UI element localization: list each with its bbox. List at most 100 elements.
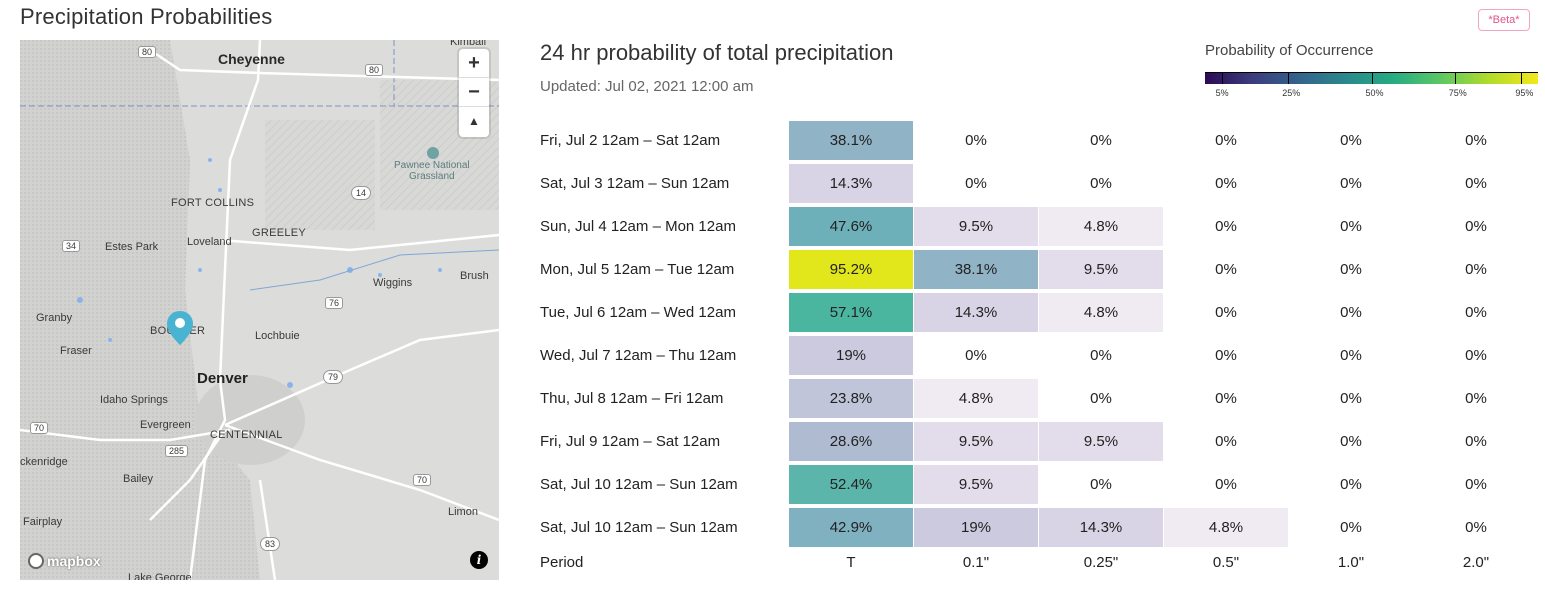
highway-shield-76: 76 [325, 297, 344, 309]
probability-cell: 0% [1465, 304, 1487, 321]
beta-badge: *Beta* [1478, 9, 1530, 31]
probability-cell: 0% [1340, 175, 1362, 192]
highway-shield-80a: 80 [138, 46, 157, 58]
legend-tick-label: 50% [1365, 88, 1384, 98]
probability-cell: 0% [965, 132, 987, 149]
probability-cell: 0% [1465, 390, 1487, 407]
probability-cell: 0% [1090, 347, 1112, 364]
period-label: Sat, Jul 3 12am – Sun 12am [540, 175, 730, 192]
highway-shield-285: 285 [165, 445, 189, 457]
table-row: Sat, Jul 3 12am – Sun 12am 14.3% 0% 0% 0% 0% 0… [540, 164, 1540, 207]
legend-tick-mark [1454, 72, 1456, 84]
highway-shield-34: 34 [62, 240, 81, 252]
highway-shield-70b: 70 [413, 474, 432, 486]
probability-cell: 14.3% [1039, 508, 1163, 547]
probability-cell: 0% [1340, 347, 1362, 364]
compass-icon[interactable]: ▲ [468, 114, 480, 128]
info-icon[interactable]: i [470, 551, 488, 569]
probability-cell: 9.5% [914, 422, 1038, 461]
probability-cell: 4.8% [1039, 293, 1163, 332]
probability-cell: 23.8% [789, 379, 913, 418]
probability-cell: 0% [965, 347, 987, 364]
map-label-denver: Denver [197, 370, 248, 387]
map-label-centennial: CENTENNIAL [210, 429, 283, 441]
updated-timestamp: Updated: Jul 02, 2021 12:00 am [540, 78, 754, 95]
probability-cell: 14.3% [914, 293, 1038, 332]
highway-shield-83: 83 [260, 537, 281, 551]
period-label: Fri, Jul 2 12am – Sat 12am [540, 132, 721, 149]
probability-cell: 28.6% [789, 422, 913, 461]
zoom-out-button[interactable]: − [459, 78, 489, 107]
probability-cell: 19% [789, 336, 913, 375]
map[interactable]: Cheyenne Kimball Pawnee National Grasslan… [20, 40, 499, 580]
map-base [20, 40, 499, 580]
probability-cell: 95.2% [789, 250, 913, 289]
probability-cell: 9.5% [914, 207, 1038, 246]
period-label: Fri, Jul 9 12am – Sat 12am [540, 433, 721, 450]
probability-cell: 0% [965, 175, 987, 192]
highway-shield-70a: 70 [30, 422, 49, 434]
probability-cell: 0% [1465, 132, 1487, 149]
probability-cell: 14.3% [789, 164, 913, 203]
probability-cell: 0% [1090, 390, 1112, 407]
period-label: Sat, Jul 10 12am – Sun 12am [540, 519, 738, 536]
period-label: Sun, Jul 4 12am – Mon 12am [540, 218, 736, 235]
probability-cell: 0% [1340, 132, 1362, 149]
probability-cell: 0% [1215, 175, 1237, 192]
highway-shield-79: 79 [323, 370, 344, 384]
probability-cell: 57.1% [789, 293, 913, 332]
probability-cell: 47.6% [789, 207, 913, 246]
probability-cell: 0% [1340, 261, 1362, 278]
zoom-in-button[interactable]: + [459, 49, 489, 78]
legend-tick-label: 75% [1448, 88, 1467, 98]
table-row: Fri, Jul 9 12am – Sat 12am 28.6% 9.5% 9.5% 0… [540, 422, 1540, 465]
map-label-loveland: Loveland [187, 236, 232, 248]
table-row: Fri, Jul 2 12am – Sat 12am 38.1% 0% 0% 0% 0% 0… [540, 121, 1540, 164]
probability-cell: 0% [1465, 347, 1487, 364]
mapbox-logo[interactable]: mapbox [28, 553, 101, 569]
probability-cell: 0% [1340, 218, 1362, 235]
map-label-cheyenne: Cheyenne [218, 51, 285, 67]
probability-cell: 0% [1090, 476, 1112, 493]
probability-cell: 0% [1215, 304, 1237, 321]
probability-cell: 52.4% [789, 465, 913, 504]
probability-cell: 9.5% [1039, 422, 1163, 461]
table-row: Sat, Jul 10 12am – Sun 12am 42.9% 19% 14.3%… [540, 508, 1540, 551]
period-label: Mon, Jul 5 12am – Tue 12am [540, 261, 735, 278]
mapbox-logo-text: mapbox [47, 553, 101, 569]
probability-cell: 0% [1215, 261, 1237, 278]
map-label-greeley: GREELEY [252, 227, 307, 239]
map-label-lochbuie: Lochbuie [255, 330, 300, 342]
table-row: Mon, Jul 5 12am – Tue 12am 95.2% 38.1% 9.5%… [540, 250, 1540, 293]
legend-tick-mark [1221, 72, 1223, 84]
probability-cell: 0% [1090, 132, 1112, 149]
probability-cell: 4.8% [1039, 207, 1163, 246]
map-label-wiggins: Wiggins [373, 277, 413, 289]
period-label: Wed, Jul 7 12am – Thu 12am [540, 347, 737, 364]
threshold-column-header: 0.25" [1083, 554, 1119, 571]
probability-cell: 9.5% [914, 465, 1038, 504]
probability-cell: 0% [1465, 476, 1487, 493]
legend-tick-label: 25% [1282, 88, 1301, 98]
probability-cell: 0% [1340, 476, 1362, 493]
legend-title: Probability of Occurrence [1205, 42, 1374, 59]
probability-cell: 19% [914, 508, 1038, 547]
location-pin-icon[interactable] [166, 310, 194, 346]
table-row: Tue, Jul 6 12am – Wed 12am 57.1% 14.3% 4.8%… [540, 293, 1540, 336]
probability-cell: 0% [1215, 347, 1237, 364]
probability-cell: 0% [1340, 519, 1362, 536]
threshold-column-header: 0.1" [962, 554, 990, 571]
legend-tick-mark [1288, 72, 1290, 84]
probability-cell: 4.8% [1164, 508, 1288, 547]
map-label-lake-george: Lake George [128, 572, 192, 580]
map-label-breckenridge: ckenridge [20, 456, 68, 468]
map-label-evergreen: Evergreen [140, 419, 191, 431]
period-label: Thu, Jul 8 12am – Fri 12am [540, 390, 724, 407]
mapbox-logo-icon [28, 553, 44, 569]
probability-cell: 9.5% [1039, 250, 1163, 289]
map-label-kimball: Kimball [450, 40, 487, 48]
probability-cell: 0% [1465, 519, 1487, 536]
probability-cell: 0% [1465, 261, 1487, 278]
probability-cell: 0% [1215, 132, 1237, 149]
probability-cell: 0% [1215, 476, 1237, 493]
